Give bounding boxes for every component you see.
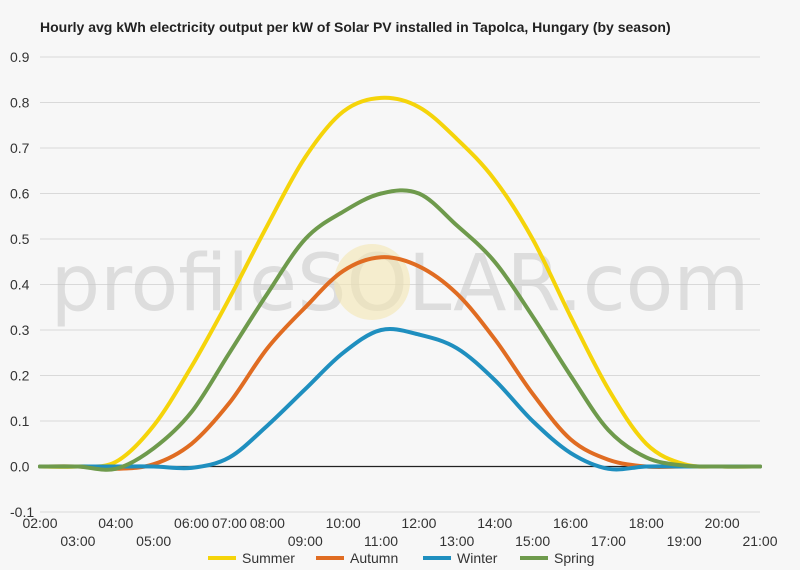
y-tick-label: 0.1 (10, 413, 30, 429)
y-tick-label: 0.3 (10, 322, 30, 338)
x-tick-label: 05:00 (136, 533, 171, 549)
x-tick-label: 12:00 (401, 515, 436, 531)
x-tick-label: 11:00 (364, 533, 398, 549)
x-tick-label: 10:00 (326, 515, 361, 531)
x-axis-ticks: 02:00 04:00 06:00 07:00 08:00 10:00 12:00 14:00… (22, 515, 777, 549)
legend-label-summer: Summer (242, 550, 295, 566)
x-tick-label: 19:00 (667, 533, 702, 549)
y-tick-label: 0.2 (10, 368, 30, 384)
y-tick-label: 0.0 (10, 459, 30, 475)
y-tick-label: 0.5 (10, 231, 30, 247)
x-tick-label: 14:00 (477, 515, 512, 531)
legend-label-spring: Spring (554, 550, 594, 566)
x-tick-label: 20:00 (705, 515, 740, 531)
y-tick-label: 0.6 (10, 186, 30, 202)
y-tick-label: 0.9 (10, 49, 30, 65)
x-tick-label: 21:00 (742, 533, 777, 549)
legend: Summer Autumn Winter Spring (208, 550, 594, 566)
legend-label-winter: Winter (457, 550, 498, 566)
x-tick-label: 04:00 (98, 515, 133, 531)
y-axis-ticks: 0.9 0.8 0.7 0.6 0.5 0.4 0.3 0.2 0.1 0.0 -0.1 (10, 49, 34, 520)
series-line-summer (38, 95, 762, 469)
series-lines (38, 95, 762, 472)
x-tick-label: 18:00 (629, 515, 664, 531)
x-tick-label: 08:00 (250, 515, 285, 531)
x-tick-label: 09:00 (288, 533, 323, 549)
chart-title: Hourly avg kWh electricity output per kW… (40, 19, 671, 35)
y-tick-label: 0.7 (10, 140, 30, 156)
x-tick-label: 13:00 (439, 533, 474, 549)
x-tick-label: 02:00 (22, 515, 57, 531)
series-line-winter (38, 327, 762, 472)
x-tick-label: 16:00 (553, 515, 588, 531)
y-tick-label: 0.8 (10, 95, 30, 111)
x-tick-label: 06:00 (174, 515, 209, 531)
y-tick-label: -0.1 (10, 504, 34, 520)
y-tick-label: 0.4 (10, 277, 30, 293)
watermark-sun-icon (334, 244, 410, 320)
series-line-spring (38, 188, 762, 472)
x-tick-label: 07:00 (212, 515, 247, 531)
legend-label-autumn: Autumn (350, 550, 398, 566)
x-tick-label: 03:00 (60, 533, 95, 549)
x-tick-label: 15:00 (515, 533, 550, 549)
x-tick-label: 17:00 (591, 533, 626, 549)
